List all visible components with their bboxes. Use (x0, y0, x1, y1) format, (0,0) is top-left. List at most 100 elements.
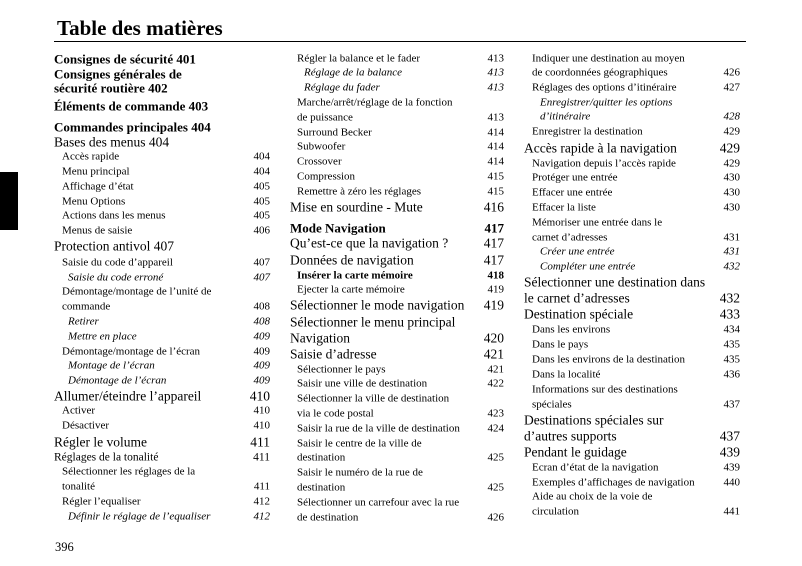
toc-page-number: 413 (487, 111, 505, 124)
toc-page-number: 429 (723, 157, 741, 170)
toc-entry-text: Menu Options (62, 195, 126, 208)
toc-page-number: 422 (487, 377, 505, 390)
toc-entry-text: Compléter une entrée (540, 260, 636, 273)
toc-entry-text: Mode Navigation (290, 220, 386, 236)
toc-entry-text: Démontage/montage de l’écran (62, 345, 201, 358)
toc-entry-text: Réglages de la tonalité (54, 451, 159, 464)
toc-page-number: 412 (253, 510, 271, 523)
toc-entry-text: Consignes générales de (54, 66, 182, 82)
toc-entry-text: Subwoofer (297, 140, 346, 153)
toc-entry-text: Navigation (290, 330, 350, 346)
toc-entry-text: Effacer la liste (532, 201, 596, 214)
toc-entry-text: Insérer la carte mémoire (297, 269, 413, 282)
toc-page-number: 437 (719, 428, 740, 444)
toc-entry-text: de coordonnées géographiques (532, 66, 668, 79)
toc-page-number: 413 (487, 52, 505, 65)
toc-page-number: 429 (723, 125, 741, 138)
toc-entry-text: destination (297, 451, 346, 464)
toc-entry-text: Saisie d’adresse (290, 346, 377, 362)
toc-entry-text: Accès rapide (62, 150, 120, 163)
toc-page-number: 440 (723, 476, 741, 489)
toc-page-number: 409 (253, 345, 271, 358)
toc-page-number: 429 (719, 140, 740, 156)
toc-entry-text: Saisir le centre de la ville de (297, 437, 422, 450)
toc-entry-text: Saisie du code erroné (68, 271, 164, 284)
toc-page-number: 439 (723, 461, 741, 474)
toc-page-number: 413 (487, 81, 505, 94)
toc-page-number: 414 (487, 126, 505, 139)
toc-entry-text: Menu principal (62, 165, 130, 178)
toc-page-number: 404 (253, 150, 271, 163)
toc-entry-text: Retirer (68, 315, 99, 328)
toc-page-number: 435 (723, 338, 741, 351)
toc-entry-text: Dans les environs de la destination (532, 353, 686, 366)
toc-entry-text: Régler la balance et le fader (297, 52, 421, 65)
toc-entry-text: tonalité (62, 480, 95, 493)
toc-page-number: 408 (253, 300, 271, 313)
toc-entry-text: de puissance (297, 111, 353, 124)
toc-page-number: 405 (253, 195, 271, 208)
toc-entry-text: Réglage du fader (304, 81, 380, 94)
toc-entry-text: Crossover (297, 155, 342, 168)
toc-page-number: 430 (723, 186, 741, 199)
toc-page-number: 417 (484, 220, 505, 236)
toc-entry-text: Commandes principales 404 (54, 119, 211, 135)
toc-page-number: 411 (253, 480, 270, 493)
toc-page-number: 406 (253, 224, 271, 237)
toc-entry-text: Démontage/montage de l’unité de (62, 285, 212, 298)
toc-page-number: 419 (487, 283, 505, 296)
toc-page-number: 428 (723, 110, 741, 123)
toc-entry-text: commande (62, 300, 111, 313)
toc-entry-text: Protéger une entrée (532, 171, 618, 184)
toc-page-number: 427 (723, 81, 741, 94)
toc-entry-text: Effacer une entrée (532, 186, 613, 199)
toc-page-number: 415 (487, 170, 505, 183)
toc-entry-text: Mettre en place (68, 330, 137, 343)
toc-page-number: 410 (253, 404, 271, 417)
toc-page-number: 417 (483, 252, 504, 268)
toc-entry-text: Informations sur des destinations (532, 383, 678, 396)
toc-entry-text: Actions dans les menus (62, 209, 166, 222)
page-number: 396 (55, 540, 74, 554)
toc-entry-text: de destination (297, 511, 359, 524)
toc-entry-text: Montage de l’écran (68, 359, 155, 372)
toc-entry-text: Réglage de la balance (304, 66, 403, 79)
toc-entry-text: Sélectionner une destination dans (524, 274, 706, 290)
toc-page-number: 426 (487, 511, 505, 524)
toc-entry-text: Pendant le guidage (524, 444, 627, 460)
toc-entry-text: Marche/arrêt/réglage de la fonction (297, 96, 453, 109)
toc-page-number: 405 (253, 180, 271, 193)
toc-entry-text: Enregistrer/quitter les options (540, 96, 673, 109)
toc-page-number: 431 (723, 231, 741, 244)
toc-entry-text: Exemples d’affichages de navigation (532, 476, 695, 489)
toc-entry-text: Réglages des options d’itinéraire (532, 81, 677, 94)
toc-entry-text: Ecran d’état de la navigation (532, 461, 659, 474)
toc-page-number: 409 (253, 359, 271, 372)
toc-entry-text: Activer (62, 404, 95, 417)
toc-page-number: 441 (723, 505, 741, 518)
toc-entry-text: Surround Becker (297, 126, 372, 139)
toc-entry-text: Dans la localité (532, 368, 601, 381)
toc-page-number: 439 (719, 444, 740, 460)
toc-page-number: 433 (719, 306, 740, 322)
toc-entry-text: via le code postal (297, 407, 374, 420)
toc-entry-text: Sélectionner les réglages de la (62, 465, 196, 478)
toc-entry-text: Destination spéciale (524, 306, 634, 322)
toc-entry-text: Qu’est-ce que la navigation ? (290, 235, 449, 251)
toc-entry-text: Dans les environs (532, 323, 611, 336)
toc-page-number: 407 (253, 256, 271, 269)
toc-entry-text: Sélectionner un carrefour avec la rue (297, 496, 460, 509)
toc-entry-text: Créer une entrée (540, 245, 615, 258)
toc-entry-text: Affichage d’état (62, 180, 134, 193)
toc-page-number: 430 (723, 201, 741, 214)
toc-page-number: 417 (483, 235, 504, 251)
toc-entry-text: Ejecter la carte mémoire (297, 283, 405, 296)
toc-entry-text: Consignes de sécurité 401 (54, 51, 196, 67)
toc-entry-text: Enregistrer la destination (532, 125, 643, 138)
toc-entry-text: Protection antivol 407 (54, 238, 174, 254)
page-title: Table des matières (57, 16, 223, 40)
toc-page-number: 410 (249, 388, 270, 404)
toc-page-number: 419 (483, 297, 504, 313)
toc-entry-text: Compression (297, 170, 356, 183)
toc-page-number: 426 (723, 66, 741, 79)
